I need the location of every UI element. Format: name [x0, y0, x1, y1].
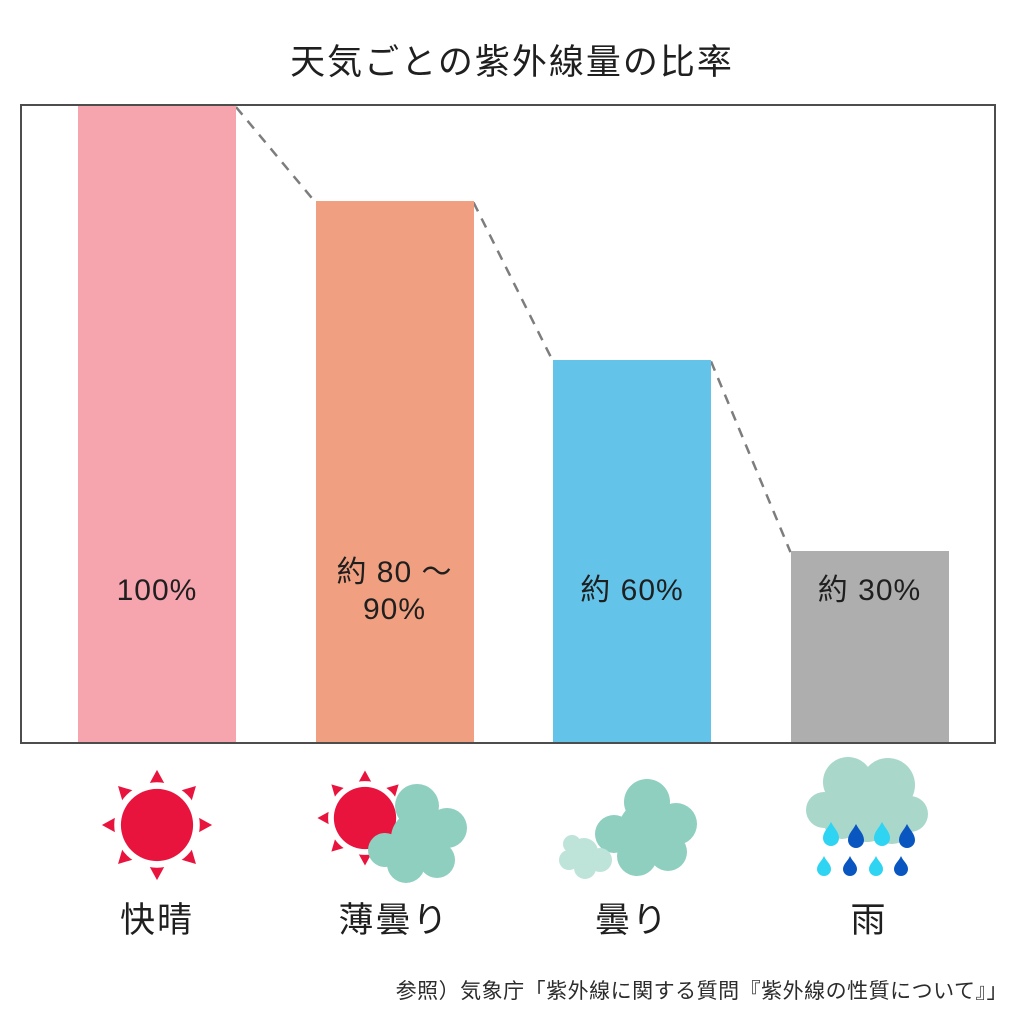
icon-box	[514, 750, 750, 882]
category-label-thin-clouds: 薄曇り	[338, 901, 450, 940]
connector-dashed-line	[235, 106, 317, 204]
bar-rain	[790, 551, 949, 742]
raindrops	[817, 822, 915, 876]
bar-cloudy	[553, 360, 711, 742]
category-column-rain: 雨	[751, 750, 987, 950]
category-column-thin-clouds: 薄曇り	[276, 750, 512, 950]
chart-title: 天気ごとの紫外線量の比率	[290, 43, 734, 82]
rain-cloud-icon	[806, 757, 928, 876]
connector-dashed-line	[709, 360, 792, 553]
connector-dashed-line	[472, 201, 555, 362]
category-label-clear-sky: 快晴	[119, 901, 194, 940]
clouds-icon	[559, 779, 697, 879]
connector-lines	[235, 106, 792, 553]
category-column-cloudy: 曇り	[514, 750, 750, 950]
source-note: 参照）気象庁「紫外線に関する質問『紫外線の性質について』」	[395, 980, 1008, 1003]
icon-box	[276, 750, 512, 883]
bar-thin-clouds	[315, 201, 474, 742]
category-label-rain: 雨	[850, 901, 888, 940]
sun-icon	[101, 769, 213, 881]
chart-frame: 100% 約 80 ～ 90% 約 60% 約 30%	[20, 104, 996, 744]
icon-box	[39, 750, 275, 882]
sun-behind-cloud-icon	[317, 770, 467, 883]
icon-box	[751, 750, 987, 882]
bar-clear-sky	[78, 106, 236, 742]
category-label-cloudy: 曇り	[594, 901, 669, 940]
category-column-clear-sky: 快晴	[39, 750, 275, 950]
